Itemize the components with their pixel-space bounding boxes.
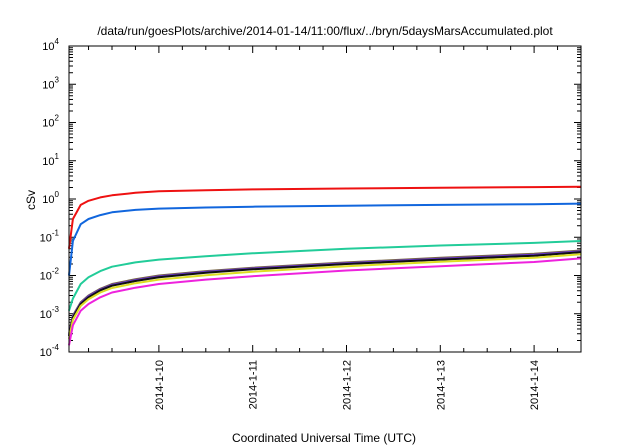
series-line [68, 257, 582, 346]
x-tick-label: 2014-1-11 [248, 360, 260, 409]
series-line [68, 253, 582, 340]
y-tick-label: 100 [42, 190, 59, 206]
y-tick-label: 102 [42, 114, 59, 130]
x-tick-label: 2014-1-10 [154, 360, 166, 410]
series-line [68, 240, 582, 312]
x-axis-label: Coordinated Universal Time (UTC) [232, 431, 416, 445]
y-tick-label: 104 [42, 37, 59, 53]
y-tick-label: 10-2 [40, 267, 60, 283]
x-tick-label: 2014-1-12 [341, 360, 353, 410]
y-tick-label: 10-3 [40, 305, 60, 321]
x-tick-label: 2014-1-13 [435, 360, 447, 410]
y-tick-label: 10-1 [40, 228, 60, 244]
series-line [68, 202, 582, 276]
series-line [68, 185, 582, 249]
chart-title: /data/run/goesPlots/archive/2014-01-14/1… [97, 24, 553, 38]
plot-frame [68, 45, 582, 353]
y-axis-label: cSv [24, 190, 38, 210]
y-tick-label: 103 [42, 75, 59, 91]
y-tick-label: 10-4 [40, 343, 60, 359]
x-tick-label: 2014-1-14 [529, 360, 541, 410]
y-tick-label: 101 [42, 152, 59, 168]
series-line [68, 251, 582, 337]
plot-area: 10-4 10-3 10-2 10-1 100 101 102 103 104 2014-1-10… [40, 37, 582, 410]
